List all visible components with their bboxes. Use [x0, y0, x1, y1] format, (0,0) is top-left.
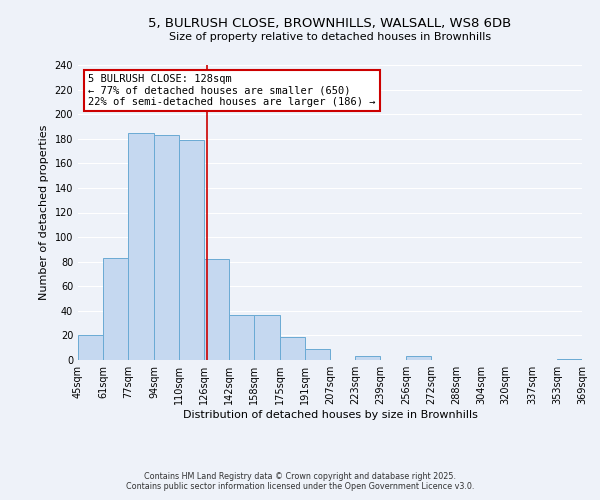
- Bar: [305, 349, 330, 360]
- Text: 5 BULRUSH CLOSE: 128sqm
← 77% of detached houses are smaller (650)
22% of semi-d: 5 BULRUSH CLOSE: 128sqm ← 77% of detache…: [88, 74, 376, 107]
- Y-axis label: Number of detached properties: Number of detached properties: [39, 125, 49, 300]
- Bar: [280, 336, 305, 360]
- Text: Contains public sector information licensed under the Open Government Licence v3: Contains public sector information licen…: [126, 482, 474, 491]
- X-axis label: Distribution of detached houses by size in Brownhills: Distribution of detached houses by size …: [182, 410, 478, 420]
- Bar: [406, 356, 431, 360]
- Bar: [78, 336, 103, 360]
- Bar: [103, 258, 128, 360]
- Bar: [204, 259, 229, 360]
- Text: Size of property relative to detached houses in Brownhills: Size of property relative to detached ho…: [169, 32, 491, 42]
- Bar: [355, 356, 380, 360]
- Bar: [254, 314, 280, 360]
- Bar: [154, 135, 179, 360]
- Text: Contains HM Land Registry data © Crown copyright and database right 2025.: Contains HM Land Registry data © Crown c…: [144, 472, 456, 481]
- Bar: [179, 140, 204, 360]
- Text: 5, BULRUSH CLOSE, BROWNHILLS, WALSALL, WS8 6DB: 5, BULRUSH CLOSE, BROWNHILLS, WALSALL, W…: [148, 18, 512, 30]
- Bar: [557, 359, 582, 360]
- Bar: [128, 132, 154, 360]
- Bar: [229, 314, 254, 360]
